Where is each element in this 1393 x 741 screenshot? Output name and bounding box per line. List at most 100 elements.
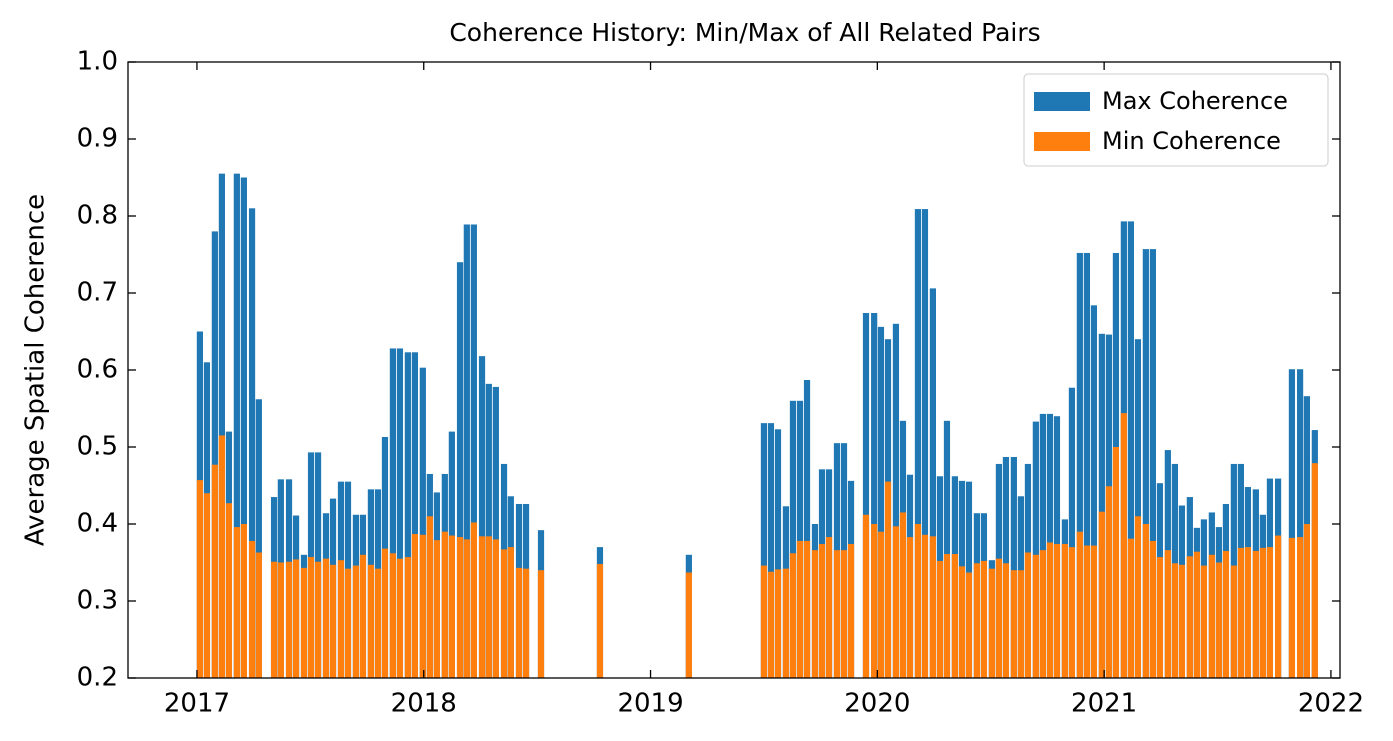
bar bbox=[796, 400, 804, 678]
bar bbox=[500, 549, 508, 678]
bar bbox=[404, 352, 411, 678]
bar bbox=[433, 540, 440, 678]
bar bbox=[1200, 565, 1208, 678]
bar bbox=[203, 493, 211, 678]
x-tick-label: 2019 bbox=[617, 689, 683, 719]
legend-swatch bbox=[1034, 92, 1090, 111]
bar bbox=[515, 567, 523, 678]
bar bbox=[1164, 550, 1171, 678]
chart-title: Coherence History: Min/Max of All Relate… bbox=[449, 18, 1040, 47]
legend: Max Coherence Min Coherence bbox=[1023, 73, 1329, 167]
bar bbox=[892, 526, 900, 678]
bar bbox=[419, 534, 426, 678]
bar bbox=[1010, 570, 1017, 678]
x-tick-label: 2020 bbox=[844, 689, 910, 719]
bar bbox=[1024, 552, 1032, 678]
bar bbox=[1296, 537, 1304, 678]
bar bbox=[921, 209, 929, 678]
x-tick-label: 2021 bbox=[1071, 689, 1137, 719]
bar bbox=[760, 565, 768, 678]
bar bbox=[1083, 252, 1090, 678]
bar bbox=[1230, 565, 1237, 678]
bar bbox=[470, 224, 477, 678]
bar bbox=[782, 568, 790, 678]
bar bbox=[1237, 547, 1244, 678]
bar bbox=[389, 348, 396, 678]
legend-box bbox=[1023, 73, 1329, 167]
bar bbox=[1076, 252, 1083, 678]
bar bbox=[1288, 537, 1296, 678]
bar bbox=[211, 464, 218, 678]
bar bbox=[1053, 544, 1061, 678]
bar bbox=[884, 481, 892, 678]
bar bbox=[1134, 339, 1142, 678]
bar bbox=[1274, 535, 1282, 678]
legend-swatch bbox=[1034, 132, 1090, 151]
bar bbox=[478, 536, 486, 678]
y-tick-label: 0.4 bbox=[77, 509, 118, 539]
bar bbox=[270, 561, 278, 678]
bar bbox=[448, 535, 455, 678]
bar bbox=[958, 566, 966, 678]
bar bbox=[803, 380, 811, 678]
bar bbox=[1002, 563, 1010, 678]
bar bbox=[1120, 413, 1127, 678]
bar bbox=[233, 173, 240, 678]
bar bbox=[914, 209, 922, 678]
bar bbox=[507, 547, 514, 678]
bar bbox=[352, 565, 360, 678]
y-tick-label: 0.9 bbox=[77, 124, 118, 154]
bar bbox=[1017, 570, 1024, 678]
bar bbox=[1296, 369, 1304, 678]
bar bbox=[943, 554, 951, 678]
y-tick-label: 1.0 bbox=[77, 47, 118, 77]
bar bbox=[218, 435, 225, 678]
bar bbox=[789, 400, 797, 678]
bar bbox=[492, 386, 499, 678]
bar bbox=[862, 514, 870, 678]
bar bbox=[877, 326, 885, 678]
bar bbox=[1149, 249, 1156, 679]
bar bbox=[899, 512, 907, 678]
bar bbox=[255, 399, 262, 678]
bar bbox=[929, 536, 937, 678]
bar bbox=[1039, 550, 1046, 678]
bar bbox=[796, 540, 804, 678]
bar bbox=[1083, 545, 1090, 678]
bar bbox=[1156, 557, 1164, 678]
bar bbox=[1142, 249, 1149, 679]
bar bbox=[389, 553, 396, 678]
y-tick-label: 0.6 bbox=[77, 355, 118, 385]
bar bbox=[1244, 547, 1252, 678]
bar bbox=[396, 558, 404, 678]
bar bbox=[1171, 563, 1178, 678]
bar bbox=[811, 550, 819, 678]
bar bbox=[760, 423, 768, 678]
bar bbox=[240, 524, 247, 678]
y-tick-label: 0.2 bbox=[77, 663, 118, 693]
bar bbox=[277, 562, 284, 678]
bar bbox=[478, 356, 486, 678]
bar bbox=[1010, 457, 1017, 678]
bar bbox=[1068, 387, 1076, 678]
bar bbox=[381, 548, 389, 678]
x-tick-label: 2018 bbox=[391, 689, 457, 719]
bar bbox=[314, 561, 322, 678]
bar bbox=[1288, 369, 1296, 678]
bar bbox=[929, 288, 937, 678]
bar bbox=[1090, 545, 1098, 678]
bar bbox=[980, 560, 988, 678]
bar bbox=[233, 527, 240, 678]
bar bbox=[833, 550, 841, 678]
bar bbox=[1127, 538, 1134, 678]
bar bbox=[1259, 547, 1266, 678]
bar bbox=[1061, 544, 1068, 678]
bar bbox=[248, 540, 256, 678]
bar bbox=[470, 522, 477, 678]
bar bbox=[1032, 421, 1039, 678]
bar bbox=[255, 552, 262, 678]
bar bbox=[367, 564, 374, 678]
bar bbox=[522, 568, 530, 678]
bar bbox=[936, 560, 944, 678]
